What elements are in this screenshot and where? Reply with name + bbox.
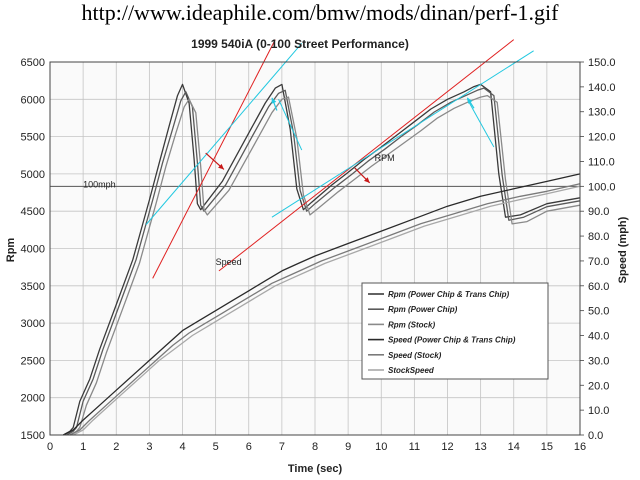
legend-items: Rpm (Power Chip & Trans Chip) Rpm (Power … (368, 290, 516, 375)
y2-tick-label: 110.0 (588, 156, 615, 168)
y2-tick-label: 50.0 (588, 306, 609, 318)
legend-label-4: Speed (Stock) (388, 351, 442, 360)
x-tick-label: 2 (113, 441, 119, 453)
y-tick-label: 3500 (21, 281, 45, 293)
y2-tick-label: 0.0 (588, 430, 603, 442)
legend-label-1: Rpm (Power Chip) (388, 305, 458, 314)
y2-tick-label: 100.0 (588, 181, 616, 193)
y-tick-label: 6500 (21, 57, 45, 69)
y-tick-label: 2500 (21, 355, 45, 367)
x-tick-label: 8 (312, 441, 318, 453)
y2-tick-label: 80.0 (588, 231, 609, 243)
x-tick-label: 11 (409, 441, 420, 453)
y2-tick-label: 60.0 (588, 281, 609, 293)
red-arrow-1-head (364, 177, 370, 183)
series-line-3 (63, 173, 581, 436)
series-line-1 (66, 87, 581, 436)
legend: Rpm (Power Chip & Trans Chip) Rpm (Power … (361, 282, 549, 380)
x-tick-label: 9 (345, 441, 351, 453)
red-trend-line-0 (152, 39, 276, 279)
x-tick-label: 10 (375, 441, 387, 453)
y2-tick-label: 10.0 (588, 405, 609, 417)
red-trend-line-1 (218, 39, 515, 272)
x-tick-label: 4 (179, 441, 185, 453)
annotations: 100mph RPM Speed (83, 153, 395, 267)
overlay-layer (145, 39, 534, 279)
annotation-0: 100mph (83, 179, 116, 189)
series-line-2 (69, 94, 581, 436)
y2-tick-label: 20.0 (588, 380, 609, 392)
y2-tick-label: 130.0 (588, 107, 616, 119)
url-caption[interactable]: http://www.ideaphile.com/bmw/mods/dinan/… (81, 0, 559, 25)
chart-title: 1999 540iA (0-100 Street Performance) (191, 37, 409, 51)
series-line-5 (72, 185, 581, 436)
legend-label-3: Speed (Power Chip & Trans Chip) (388, 336, 516, 345)
y-tick-label: 5500 (21, 132, 45, 144)
cyan-arrow-1-head (467, 97, 473, 104)
y2-tick-label: 120.0 (588, 132, 616, 144)
y-tick-label: 3000 (21, 318, 45, 330)
y2-tick-label: 40.0 (588, 331, 609, 343)
y-tick-label: 4000 (21, 244, 45, 256)
legend-label-2: Rpm (Stock) (388, 320, 435, 329)
x-tick-label: 7 (279, 441, 285, 453)
x-tick-label: 3 (146, 441, 152, 453)
x-tick-label: 1 (80, 441, 86, 453)
x-tick-label: 13 (475, 441, 487, 453)
x-tick-label: 5 (213, 441, 219, 453)
y-tick-label: 6000 (21, 94, 45, 106)
cyan-trend-line-3 (466, 99, 495, 148)
y2-tick-label: 150.0 (588, 57, 616, 69)
y2-ticks: 0.0 10.0 20.0 30.0 40.0 50.0 60.0 70.0 80.0 90.0 1… (580, 57, 616, 442)
cyan-trend-line-1 (271, 50, 534, 218)
series-line-0 (62, 83, 581, 436)
x-tick-label: 14 (508, 441, 520, 453)
x-tick-label: 0 (47, 441, 53, 453)
y-tick-label: 1500 (21, 430, 45, 442)
x-tick-label: 12 (441, 441, 453, 453)
x-ticks: 0 1 2 3 4 5 6 7 8 9 10 11 12 13 14 15 16 (47, 441, 586, 453)
cyan-arrow-0-head (271, 97, 277, 104)
red-arrow-0-head (218, 163, 224, 170)
legend-label-5: StockSpeed (388, 366, 435, 375)
x-axis-label: Time (sec) (288, 463, 343, 475)
x-tick-label: 16 (574, 441, 586, 453)
y-tick-label: 4500 (21, 206, 45, 218)
y2-tick-label: 30.0 (588, 355, 609, 367)
y2-axis-label: Speed (mph) (617, 216, 629, 283)
cyan-trend-line-2 (278, 99, 303, 151)
legend-box (361, 282, 549, 380)
plot-frame (49, 61, 581, 436)
y-ticks: 1500 2000 2500 3000 3500 4000 4500 5000 5500 6000… (21, 57, 45, 442)
y-tick-label: 5000 (21, 169, 45, 181)
x-tick-label: 6 (246, 441, 252, 453)
series-layer (62, 83, 581, 436)
cyan-trend-line-0 (145, 43, 303, 225)
y2-tick-label: 90.0 (588, 206, 609, 218)
annotation-1: RPM (375, 153, 395, 163)
x-tick-label: 15 (541, 441, 553, 453)
annotation-2: Speed (216, 257, 242, 267)
legend-label-0: Rpm (Power Chip & Trans Chip) (388, 290, 510, 299)
y2-tick-label: 70.0 (588, 256, 609, 268)
y-tick-label: 2000 (21, 393, 45, 405)
series-line-4 (69, 183, 581, 436)
y2-tick-label: 140.0 (588, 82, 616, 94)
y-axis-label: Rpm (5, 238, 17, 263)
